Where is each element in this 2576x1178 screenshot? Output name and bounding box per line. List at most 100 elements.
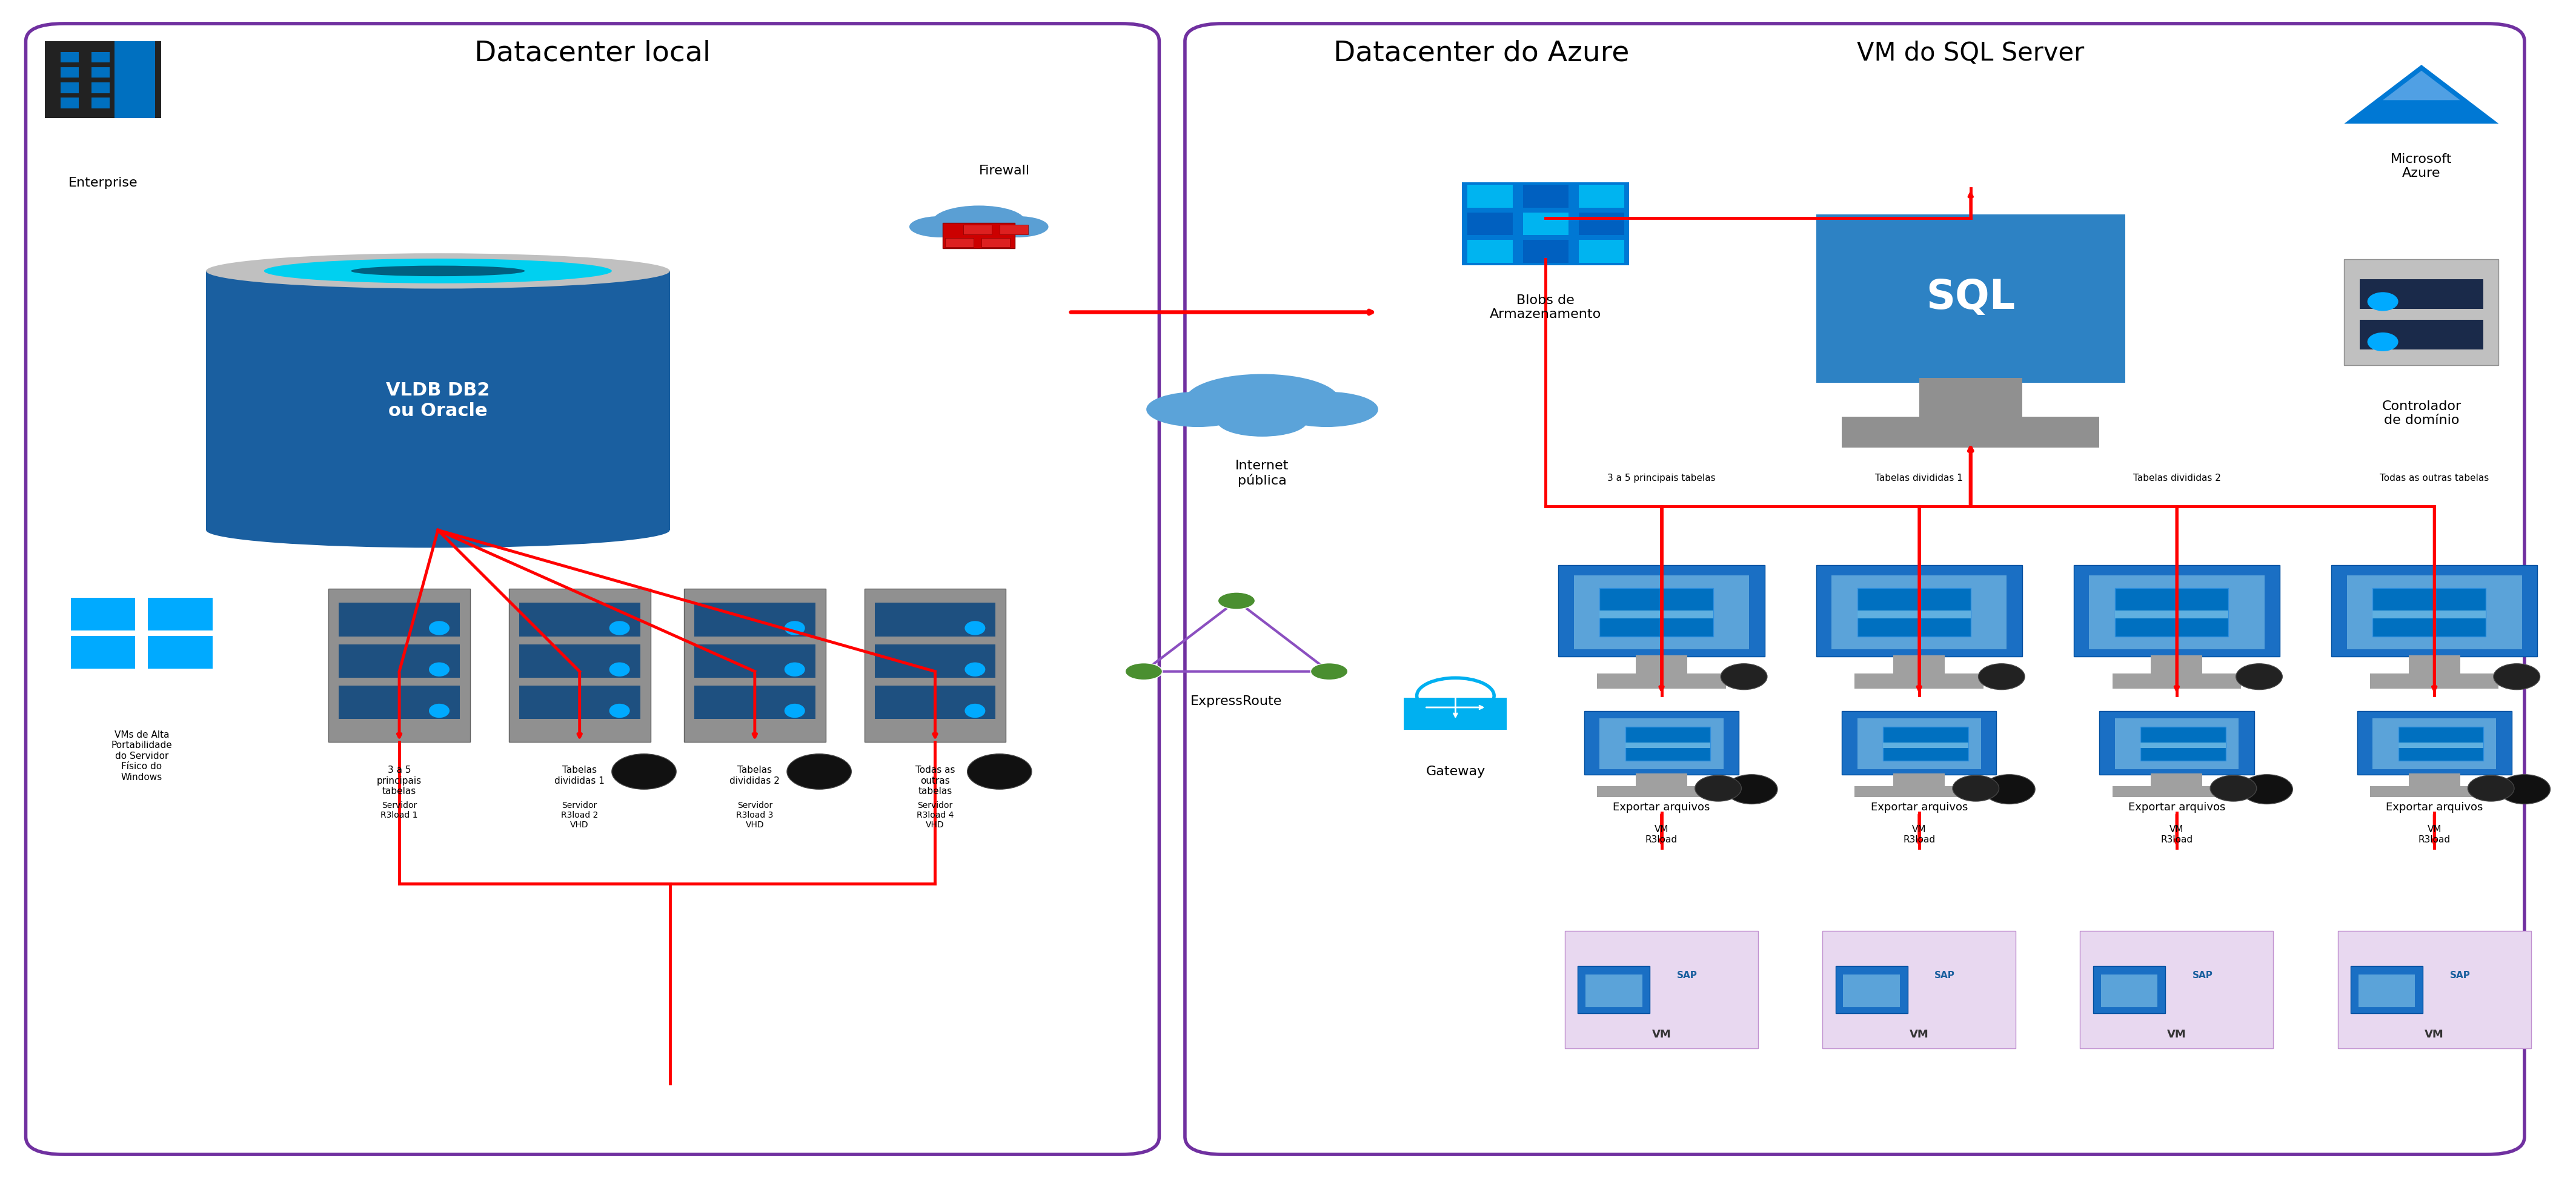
Bar [1579, 185, 1625, 207]
Bar [1468, 240, 1512, 263]
Bar [2081, 931, 2272, 1048]
Bar [873, 644, 994, 677]
Bar [2409, 774, 2460, 788]
Ellipse shape [1953, 775, 1999, 801]
Bar [1816, 214, 2125, 383]
Bar [1636, 655, 1687, 676]
Bar [2409, 655, 2460, 676]
Bar [693, 644, 814, 677]
Text: Exportar arquivos: Exportar arquivos [1613, 802, 1710, 813]
Bar [2372, 611, 2486, 618]
Bar [2089, 576, 2264, 649]
Bar [999, 225, 1028, 234]
Text: VM do SQL Server: VM do SQL Server [1857, 40, 2084, 66]
Ellipse shape [613, 754, 675, 789]
Bar [124, 98, 139, 108]
Text: Servidor
R3load 3
VHD: Servidor R3load 3 VHD [737, 801, 773, 829]
Ellipse shape [2367, 332, 2398, 351]
Ellipse shape [2499, 775, 2550, 805]
Ellipse shape [969, 754, 1030, 789]
Bar [2141, 743, 2226, 748]
Bar [2151, 655, 2202, 676]
Bar [2360, 279, 2483, 309]
Bar [2370, 674, 2499, 689]
Bar [981, 238, 1010, 247]
Bar [1522, 212, 1569, 236]
Bar [1587, 974, 1643, 1007]
Text: VMs de Alta
Portabilidade
do Servidor
Físico do
Windows: VMs de Alta Portabilidade do Servidor Fí… [111, 730, 173, 781]
Bar [510, 589, 649, 742]
Bar [124, 82, 139, 93]
Bar [72, 636, 137, 669]
Bar [2151, 774, 2202, 788]
Bar [873, 686, 994, 719]
Bar [2339, 931, 2530, 1048]
Text: 3 a 5 principais tabelas: 3 a 5 principais tabelas [1607, 474, 1716, 483]
Text: 3 a 5
principais
tabelas: 3 a 5 principais tabelas [376, 766, 422, 796]
Text: VM
R3load: VM R3load [2161, 825, 2192, 845]
Bar [2372, 719, 2496, 769]
Bar [2115, 719, 2239, 769]
Bar [124, 52, 139, 62]
Bar [2115, 611, 2228, 618]
Ellipse shape [206, 253, 670, 289]
Ellipse shape [933, 206, 1025, 238]
Ellipse shape [1275, 391, 1378, 426]
Bar [1600, 611, 1713, 618]
Text: Gateway: Gateway [1425, 766, 1486, 777]
Bar [62, 98, 77, 108]
Bar [2112, 674, 2241, 689]
Circle shape [1218, 593, 1255, 609]
Text: Servidor
R3load 1: Servidor R3load 1 [381, 801, 417, 820]
Text: Controlador
de domínio: Controlador de domínio [2383, 401, 2460, 426]
Bar [1463, 183, 1631, 265]
Bar [1600, 588, 1713, 637]
Ellipse shape [428, 703, 451, 717]
Ellipse shape [1726, 775, 1777, 805]
Text: VM: VM [2166, 1028, 2187, 1040]
Ellipse shape [2494, 663, 2540, 689]
Ellipse shape [1984, 775, 2035, 805]
Bar [520, 603, 639, 636]
Bar [1558, 565, 1765, 657]
Text: Servidor
R3load 2
VHD: Servidor R3load 2 VHD [562, 801, 598, 829]
Bar [943, 223, 1015, 249]
Bar [1893, 774, 1945, 788]
Text: VLDB DB2
ou Oracle: VLDB DB2 ou Oracle [386, 382, 489, 419]
Bar [1816, 565, 2022, 657]
Bar [2331, 565, 2537, 657]
Ellipse shape [428, 621, 451, 635]
Ellipse shape [1695, 775, 1741, 801]
Bar [1824, 931, 2014, 1048]
Ellipse shape [263, 259, 613, 284]
Bar [330, 589, 469, 742]
Bar [2115, 588, 2228, 637]
Text: Datacenter local: Datacenter local [474, 39, 711, 67]
Bar [46, 41, 160, 118]
Ellipse shape [206, 512, 670, 548]
Bar [62, 52, 77, 62]
Bar [1579, 966, 1651, 1013]
Bar [2092, 966, 2164, 1013]
Text: Exportar arquivos: Exportar arquivos [2128, 802, 2226, 813]
Bar [945, 238, 974, 247]
Bar [1857, 611, 1971, 618]
Bar [2102, 974, 2156, 1007]
Text: Todas as outras tabelas: Todas as outras tabelas [2380, 474, 2488, 483]
Text: Tabelas
divididas 1: Tabelas divididas 1 [554, 766, 605, 786]
Text: SAP: SAP [1935, 971, 1955, 980]
Bar [149, 597, 211, 630]
Ellipse shape [428, 662, 451, 676]
Bar [1919, 378, 2022, 422]
Bar [1597, 786, 1726, 796]
Bar [1842, 712, 1996, 775]
Bar [2099, 712, 2254, 775]
Text: Exportar arquivos: Exportar arquivos [2385, 802, 2483, 813]
Bar [1636, 774, 1687, 788]
Text: Tabelas divididas 2: Tabelas divididas 2 [2133, 474, 2221, 483]
Bar [113, 41, 155, 118]
Bar [2372, 588, 2486, 637]
Ellipse shape [783, 621, 804, 635]
Ellipse shape [2241, 775, 2293, 805]
Bar [1855, 786, 1984, 796]
